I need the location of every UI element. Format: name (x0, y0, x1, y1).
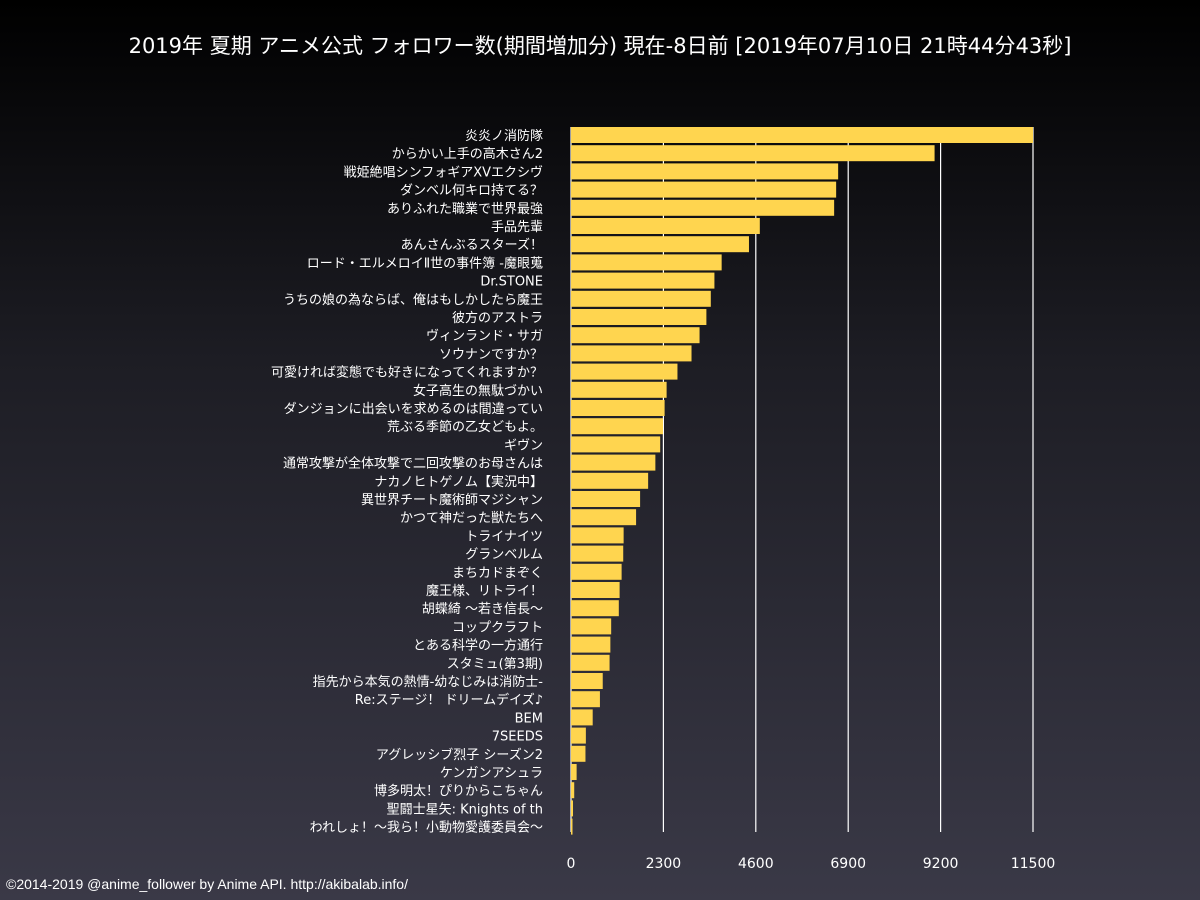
category-label: Re:ステージ！ ドリームデイズ♪ (355, 692, 543, 708)
bar (571, 400, 665, 416)
category-label: 異世界チート魔術師マジシャン (361, 493, 543, 508)
bar (571, 272, 715, 289)
bar (571, 436, 661, 453)
bar (571, 363, 678, 380)
category-label: Dr.STONE (480, 275, 543, 290)
category-label: まちカドまぞく (452, 566, 543, 581)
bar (571, 764, 577, 780)
category-label: 戦姫絶唱シンフォギアXVエクシヴ (344, 164, 543, 180)
category-label: ダンジョンに出会いを求めるのは間違ってい (284, 402, 543, 417)
x-tick-label: 0 (567, 856, 576, 872)
category-label: 魔王様、リトライ！ (426, 584, 543, 599)
category-label: 女子高生の無駄づかい (413, 383, 543, 399)
category-label: 指先から本気の熱情-幼なじみは消防士- (313, 674, 544, 690)
bars (571, 127, 1033, 835)
category-label: ヴィンランド・サガ (426, 328, 543, 344)
category-label: かつて神だった獣たちへ (400, 511, 543, 526)
bar (571, 199, 835, 216)
category-label: あんさんぶるスターズ！ (401, 237, 543, 253)
category-label: 炎炎ノ消防隊 (465, 128, 543, 144)
category-label: 通常攻撃が全体攻撃で二回攻撃のお母さんは (283, 456, 543, 472)
bar (571, 491, 641, 507)
category-label: ロード・エルメロイⅡ世の事件簿 -魔眼蒐 (307, 256, 543, 271)
bar (571, 327, 700, 344)
x-tick-label: 2300 (646, 856, 682, 872)
bar (571, 127, 1033, 143)
category-label: 彼方のアストラ (452, 310, 543, 326)
bar (571, 673, 603, 689)
bar (571, 618, 612, 635)
category-label: トライナイツ (465, 529, 543, 544)
category-label: コップクラフト (452, 620, 543, 635)
bar (571, 418, 663, 435)
bar (571, 818, 573, 835)
bar (571, 236, 749, 253)
bar (571, 181, 837, 198)
category-label: ありふれた職業で世界最強 (387, 201, 543, 217)
bar (571, 636, 611, 653)
category-label: 博多明太！ぴりからこちゃん (374, 783, 543, 799)
bar (571, 381, 667, 398)
bar (571, 254, 722, 271)
bar (571, 509, 637, 526)
chart-title: 2019年 夏期 アニメ公式 フォロワー数(期間増加分) 現在-8日前 [201… (128, 34, 1072, 58)
category-label: ケンガンアシュラ (440, 766, 543, 781)
bar (571, 145, 935, 162)
bar (571, 472, 649, 489)
category-label: ダンベル何キロ持てる？ (400, 183, 543, 199)
bar (571, 527, 624, 544)
category-label: 胡蝶綺 ～若き信長～ (422, 601, 543, 617)
category-label: 可愛ければ変態でも好きになってくれますか？ (271, 365, 543, 381)
bar (571, 691, 600, 708)
bar (571, 800, 574, 817)
category-label: アグレッシブ烈子 シーズン2 (376, 747, 543, 763)
category-label: 荒ぶる季節の乙女どもよ。 (387, 419, 543, 435)
category-label: スタミュ(第3期) (447, 657, 543, 672)
bar (571, 582, 620, 598)
category-label: BEM (515, 711, 543, 726)
footer-credit: ©2014-2019 @anime_follower by Anime API.… (6, 876, 408, 892)
x-tick-label: 6900 (830, 856, 866, 872)
category-label: われしょ！～我ら！小動物愛護委員会～ (310, 820, 543, 836)
bar (571, 727, 586, 744)
category-label: 手品先輩 (491, 220, 543, 235)
x-tick-labels: 0 2300 4600 6900 9200 11500 (567, 856, 1056, 872)
bar (571, 782, 575, 799)
category-label: ナカノヒトゲノム【実況中】 (374, 474, 543, 490)
bar (571, 745, 586, 762)
bar (571, 345, 692, 362)
bar (571, 218, 760, 234)
category-label: からかい上手の高木さん2 (392, 146, 543, 162)
x-tick-label: 4600 (738, 856, 774, 872)
x-tick-label: 9200 (923, 856, 959, 872)
bar (571, 654, 610, 671)
category-label: 聖闘士星矢: Knights of th (387, 802, 543, 817)
category-label: うちの娘の為ならば、俺はもしかしたら魔王 (283, 292, 543, 308)
bar (571, 545, 624, 562)
category-label: ソウナンですか？ (439, 347, 543, 362)
category-label: グランベルム (465, 548, 543, 563)
bar (571, 309, 707, 325)
category-label: とある科学の一方通行 (413, 638, 543, 654)
bar (571, 163, 839, 180)
category-label: ギヴン (504, 437, 543, 453)
bar (571, 709, 593, 726)
bar (571, 563, 622, 580)
bar (571, 600, 619, 617)
bar (571, 454, 656, 471)
x-tick-label: 11500 (1011, 856, 1056, 872)
category-label: 7SEEDS (492, 730, 543, 745)
bar (571, 290, 711, 307)
